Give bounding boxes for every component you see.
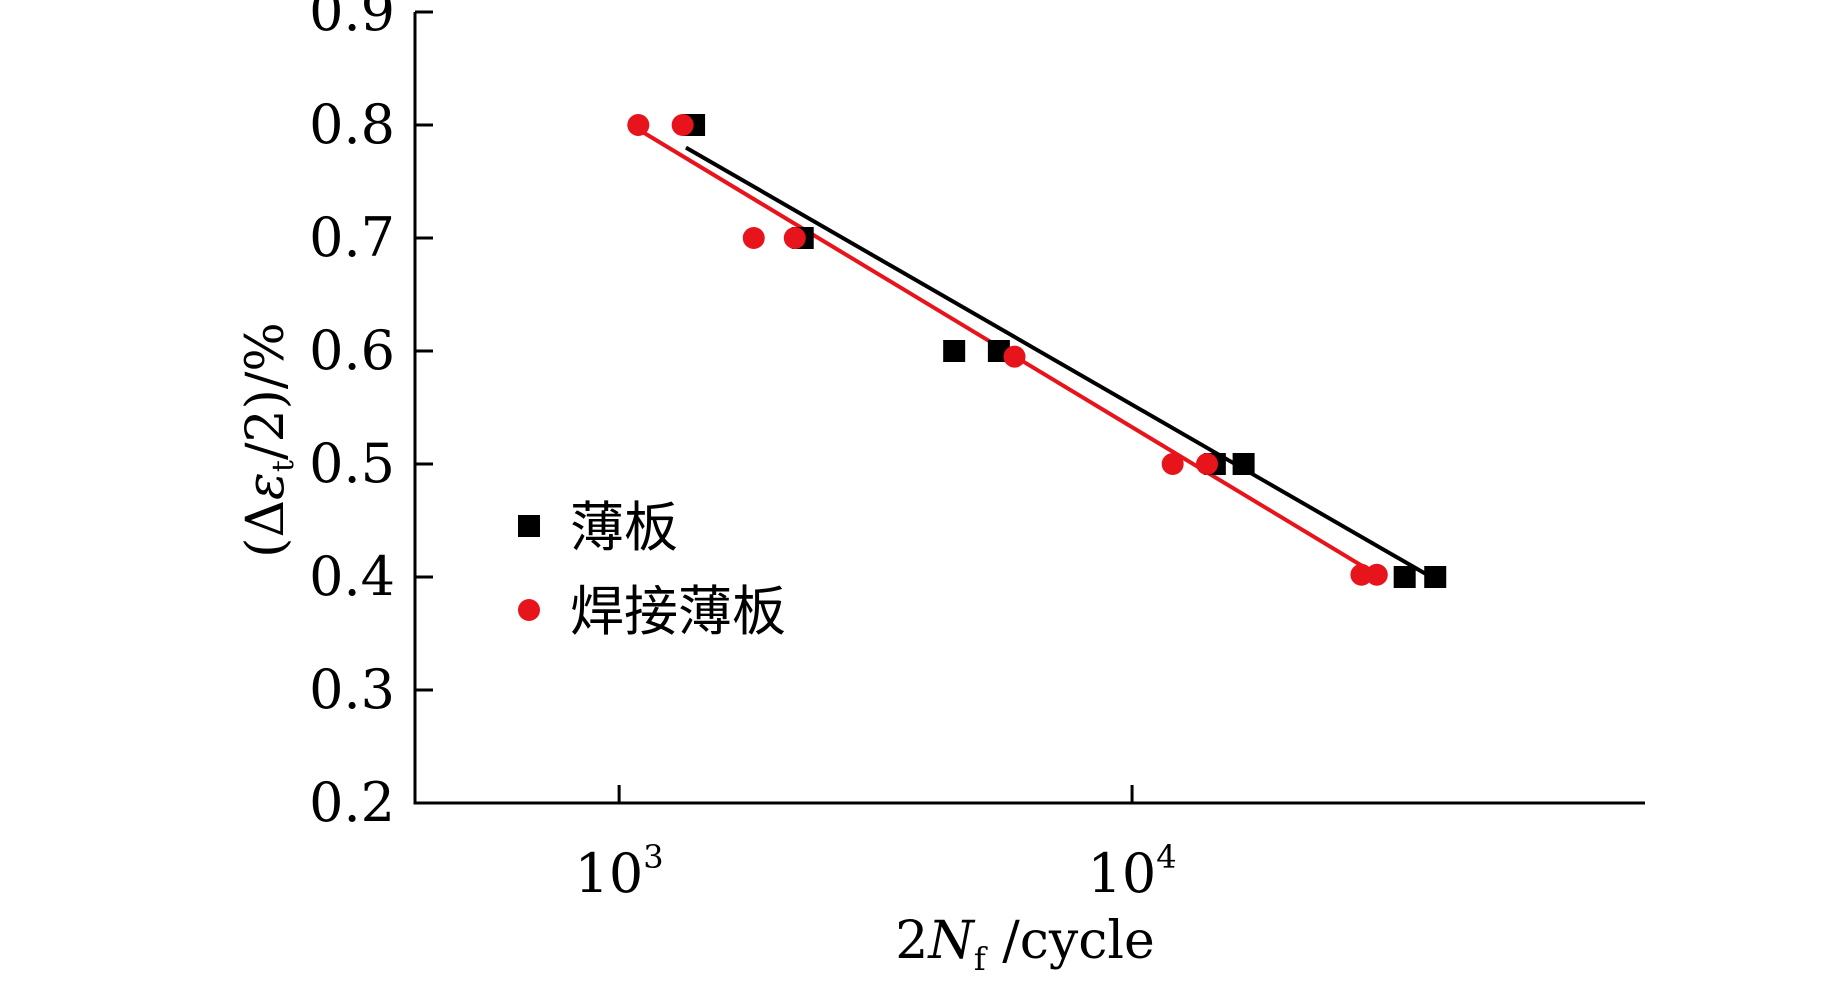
x-tick-label: 104: [1088, 838, 1177, 905]
data-point-square: [1393, 566, 1416, 588]
y-axis-label: (Δεt/2)/%: [236, 322, 301, 558]
x-axis-label: 2Nf /cycle: [895, 911, 1155, 978]
legend: 薄板 焊接薄板: [518, 496, 786, 643]
plot-layer: [413, 12, 1645, 805]
data-point-square: [1424, 566, 1447, 588]
fit-line-thin-plate: [684, 145, 1442, 585]
data-point-circle: [1196, 453, 1219, 475]
data-point-circle: [742, 227, 765, 249]
y-tick-label: 0.6: [309, 319, 395, 382]
legend-marker-square: [518, 515, 540, 537]
data-point-circle: [1161, 453, 1184, 475]
y-tick-label: 0.8: [309, 93, 395, 156]
y-tick-label: 0.3: [309, 658, 395, 721]
data-points: [627, 114, 1447, 588]
legend-label-welded-thin-plate: 焊接薄板: [570, 580, 786, 643]
y-tick-label: 0.7: [309, 206, 395, 269]
data-point-circle: [783, 227, 806, 249]
data-point-circle: [1003, 345, 1026, 368]
data-point-square: [943, 340, 966, 362]
fit-lines: [639, 128, 1442, 585]
y-tick-label: 0.4: [309, 545, 395, 608]
data-point-circle: [671, 114, 694, 136]
y-axis-ticks: 0.2 0.3 0.4 0.5 0.6 0.7 0.8 0.9: [309, 0, 433, 834]
legend-marker-circle: [518, 599, 540, 621]
data-point-square: [1232, 453, 1255, 475]
y-tick-label: 0.5: [309, 432, 395, 495]
y-tick-label: 0.2: [309, 771, 395, 834]
data-point-circle: [1350, 563, 1373, 586]
legend-label-thin-plate: 薄板: [570, 496, 678, 559]
y-tick-label: 0.9: [309, 0, 395, 43]
data-point-circle: [1365, 563, 1388, 586]
x-axis-ticks: 103 104: [575, 785, 1177, 905]
data-point-circle: [627, 114, 650, 136]
x-tick-label: 103: [575, 838, 664, 905]
